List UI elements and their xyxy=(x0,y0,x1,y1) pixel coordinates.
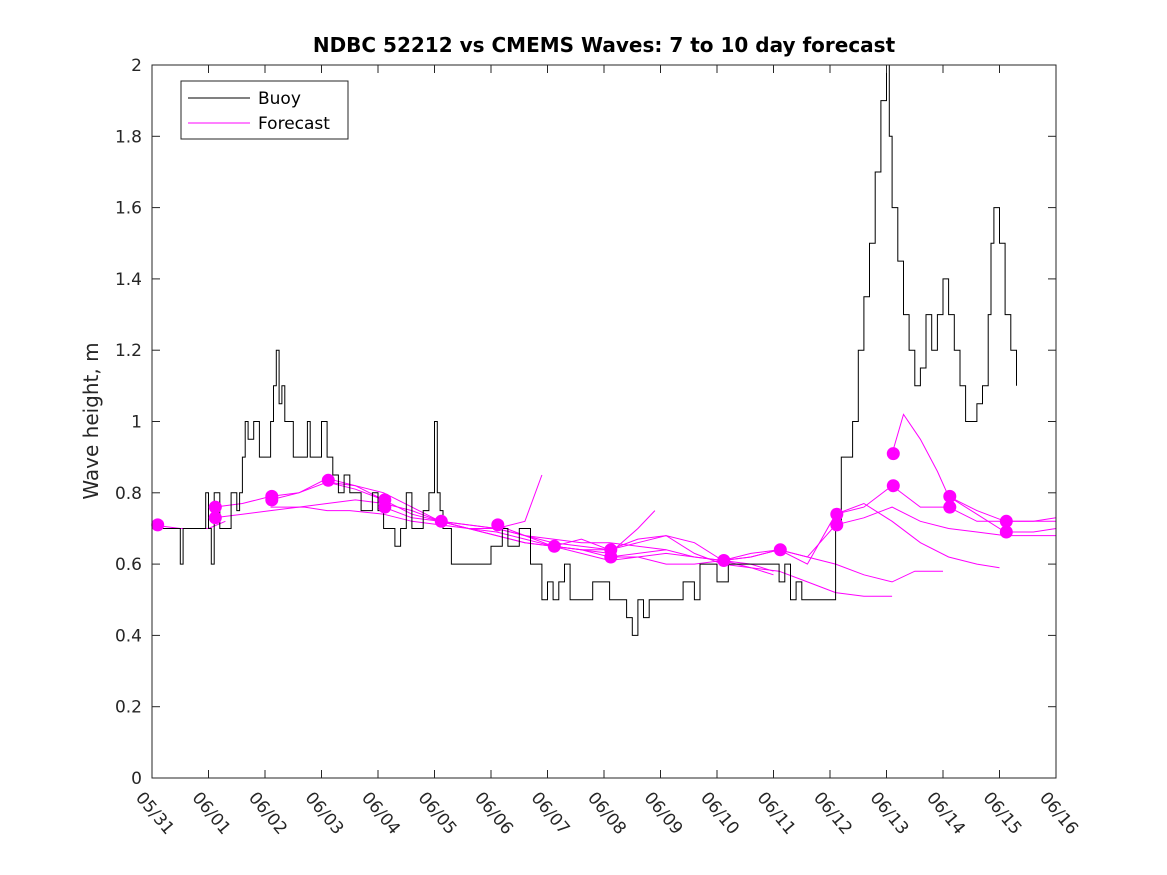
forecast-marker-10 xyxy=(491,518,505,532)
forecast-line-12 xyxy=(609,556,893,597)
forecast-marker-15 xyxy=(773,543,787,557)
legend: Buoy Forecast xyxy=(180,80,349,140)
forecast-marker-3 xyxy=(208,500,222,514)
forecast-marker-23 xyxy=(999,514,1013,528)
forecast-marker-5 xyxy=(265,489,279,503)
y-tick-label: 0.6 xyxy=(115,555,142,575)
forecast-marker-21 xyxy=(943,489,957,503)
y-tick-label: 2 xyxy=(131,56,142,76)
y-tick-label: 1.8 xyxy=(115,127,142,147)
forecast-marker-18 xyxy=(886,479,900,493)
forecast-marker-1 xyxy=(151,518,165,532)
legend-label-buoy: Buoy xyxy=(258,89,301,109)
legend-label-forecast: Forecast xyxy=(258,114,330,134)
legend-box xyxy=(180,80,349,140)
forecast-marker-16 xyxy=(830,518,844,532)
forecast-marker-2 xyxy=(208,511,222,525)
plot-area xyxy=(152,65,1056,778)
forecast-marker-19 xyxy=(886,447,900,461)
y-tick-label: 1.4 xyxy=(115,270,142,290)
chart-title: NDBC 52212 vs CMEMS Waves: 7 to 10 day f… xyxy=(313,33,896,57)
forecast-marker-14 xyxy=(717,554,731,567)
forecast-marker-22 xyxy=(999,525,1013,539)
forecast-line-8 xyxy=(383,506,656,554)
forecast-marker-8 xyxy=(378,493,392,507)
y-axis-label: Wave height, m xyxy=(79,342,103,499)
buoy-line xyxy=(152,64,1017,636)
y-tick-label: 0.2 xyxy=(115,698,142,718)
forecast-marker-17 xyxy=(830,507,844,521)
y-tick-label: 1 xyxy=(131,413,142,433)
y-tick-label: 0.4 xyxy=(115,626,142,646)
y-tick-label: 1.6 xyxy=(115,199,142,219)
forecast-marker-13 xyxy=(604,543,618,557)
forecast-marker-20 xyxy=(943,500,957,514)
forecast-marker-6 xyxy=(321,473,335,487)
y-tick-label: 0 xyxy=(131,769,142,789)
marker-layer xyxy=(151,447,1013,567)
y-tick-label: 1.2 xyxy=(115,341,142,361)
y-tick-label: 0.8 xyxy=(115,484,142,504)
forecast-marker-9 xyxy=(434,514,448,528)
forecast-marker-11 xyxy=(547,539,561,553)
